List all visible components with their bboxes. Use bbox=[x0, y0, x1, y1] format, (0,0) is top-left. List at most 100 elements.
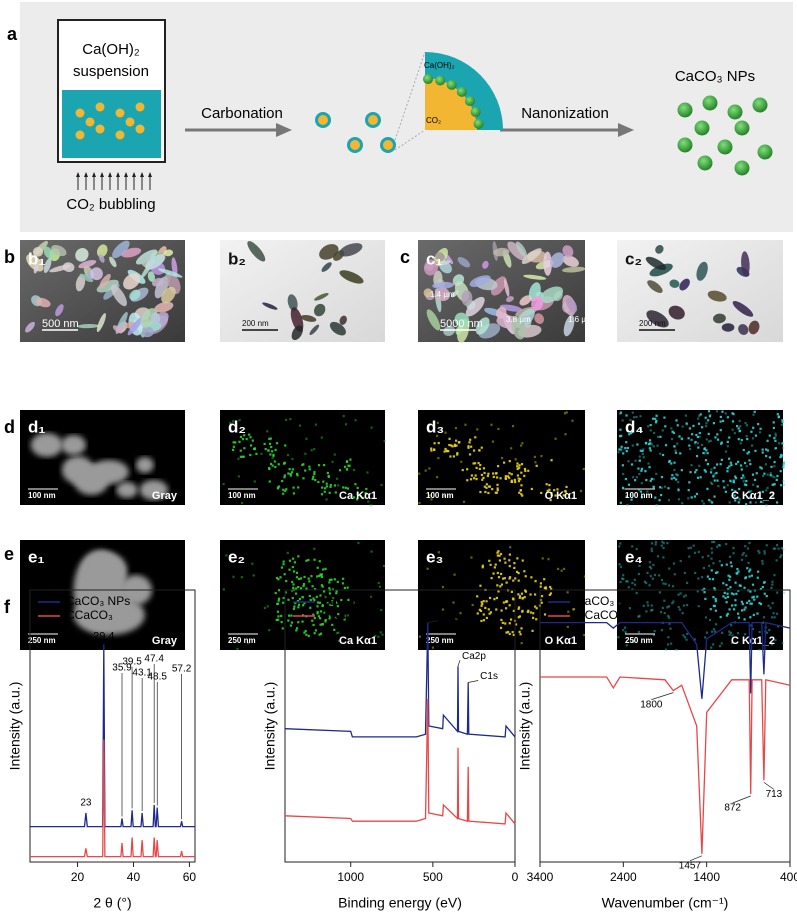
map-pixel bbox=[330, 578, 333, 581]
map-pixel bbox=[352, 468, 356, 472]
map-pixel bbox=[756, 485, 759, 488]
grain bbox=[645, 256, 667, 271]
nanoparticle bbox=[734, 160, 750, 176]
map-pixel bbox=[459, 612, 462, 615]
bubble-arrow-head bbox=[84, 172, 88, 177]
map-pixel bbox=[533, 593, 537, 596]
map-pixel bbox=[749, 463, 752, 466]
map-pixel bbox=[428, 467, 431, 470]
map-pixel bbox=[769, 474, 772, 477]
map-pixel bbox=[565, 411, 568, 414]
grain bbox=[454, 312, 470, 328]
map-pixel bbox=[631, 545, 634, 548]
map-pixel bbox=[746, 452, 749, 455]
map-pixel bbox=[291, 468, 294, 471]
map-pixel bbox=[295, 627, 299, 630]
map-pixel bbox=[741, 553, 744, 556]
map-pixel bbox=[703, 469, 706, 472]
map-pixel bbox=[492, 475, 495, 479]
map-pixel bbox=[715, 463, 719, 466]
map-pixel bbox=[370, 426, 373, 429]
map-pixel bbox=[775, 559, 778, 562]
map-pixel bbox=[630, 498, 633, 501]
map-pixel bbox=[354, 419, 357, 422]
map-pixel bbox=[626, 503, 629, 507]
map-pixel bbox=[238, 419, 241, 422]
map-pixel bbox=[776, 413, 779, 416]
map-pixel bbox=[658, 591, 662, 594]
map-pixel bbox=[503, 461, 506, 464]
map-pixel bbox=[772, 426, 775, 430]
map-pixel bbox=[622, 629, 625, 632]
map-pixel bbox=[675, 478, 678, 481]
grain bbox=[98, 254, 105, 263]
map-pixel bbox=[692, 544, 695, 547]
measurement-label: 1.6 µm bbox=[568, 315, 593, 324]
map-pixel bbox=[740, 438, 743, 442]
map-pixel bbox=[746, 567, 749, 570]
map-pixel bbox=[647, 462, 650, 465]
grain bbox=[432, 281, 454, 289]
map-pixel bbox=[275, 576, 279, 580]
grain bbox=[562, 245, 574, 258]
map-pixel bbox=[780, 554, 783, 557]
map-pixel bbox=[334, 491, 337, 494]
map-pixel bbox=[364, 491, 367, 495]
map-pixel bbox=[430, 447, 433, 450]
map-pixel bbox=[521, 494, 524, 497]
map-pixel bbox=[481, 564, 484, 567]
map-pixel bbox=[642, 604, 645, 608]
map-pixel bbox=[305, 559, 308, 562]
map-pixel bbox=[743, 618, 746, 621]
map-pixel bbox=[567, 610, 570, 613]
map-pixel bbox=[518, 466, 521, 469]
map-pixel bbox=[767, 604, 770, 607]
y-axis-title: Intensity (a.u.) bbox=[517, 682, 533, 771]
map-pixel bbox=[642, 448, 645, 451]
map-pixel bbox=[765, 544, 768, 547]
series-line bbox=[30, 739, 195, 858]
map-pixel bbox=[307, 558, 310, 562]
peak-label: 39.5 bbox=[122, 657, 142, 668]
map-pixel bbox=[550, 459, 553, 462]
map-pixel bbox=[329, 485, 332, 488]
grain bbox=[321, 262, 332, 272]
map-pixel bbox=[633, 583, 637, 586]
map-pixel bbox=[708, 577, 711, 581]
map-pixel bbox=[523, 467, 527, 471]
map-pixel bbox=[772, 547, 775, 550]
grain bbox=[145, 254, 166, 270]
map-pixel bbox=[308, 594, 311, 598]
map-pixel bbox=[322, 480, 325, 483]
map-pixel bbox=[719, 463, 722, 466]
map-pixel bbox=[781, 420, 784, 423]
map-pixel bbox=[712, 628, 716, 631]
map-pixel bbox=[496, 487, 499, 490]
particle bbox=[85, 117, 95, 127]
map-pixel bbox=[268, 480, 271, 483]
map-pixel bbox=[704, 459, 708, 462]
map-pixel bbox=[484, 606, 487, 610]
map-pixel bbox=[752, 426, 755, 429]
map-pixel bbox=[238, 440, 241, 443]
map-pixel bbox=[708, 564, 711, 567]
plot-frame bbox=[539, 589, 791, 863]
map-pixel bbox=[759, 603, 763, 606]
map-pixel bbox=[473, 477, 476, 480]
map-pixel bbox=[508, 577, 511, 580]
map-pixel bbox=[341, 582, 344, 585]
map-pixel bbox=[765, 448, 768, 451]
map-pixel bbox=[676, 473, 679, 476]
map-pixel bbox=[480, 446, 483, 449]
map-pixel bbox=[737, 427, 740, 430]
grain bbox=[55, 304, 64, 317]
map-pixel bbox=[705, 449, 708, 452]
map-pixel bbox=[649, 479, 652, 482]
particle-image bbox=[61, 456, 95, 484]
map-pixel bbox=[716, 438, 720, 441]
map-pixel bbox=[779, 470, 782, 473]
map-pixel bbox=[724, 596, 727, 600]
